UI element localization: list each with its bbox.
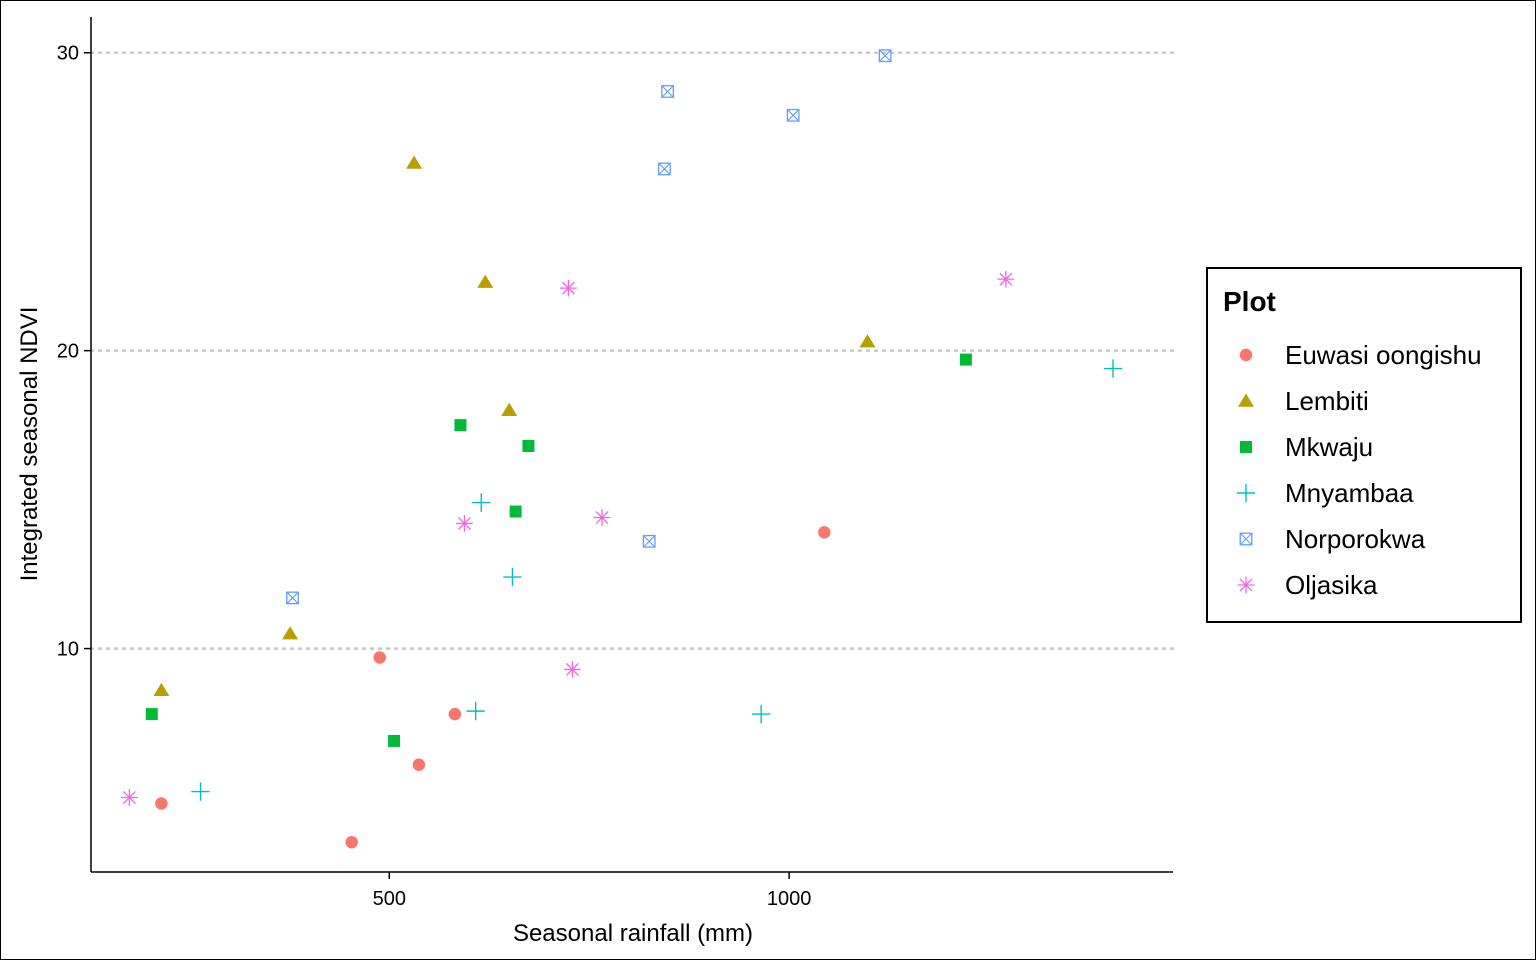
data-point [642, 534, 656, 548]
legend-label: Norporokwa [1285, 524, 1426, 554]
box [661, 85, 674, 98]
box [786, 108, 800, 122]
data-point [859, 334, 876, 348]
box [1239, 532, 1253, 546]
ast-d2 [1239, 578, 1253, 592]
data-point [406, 155, 423, 169]
ast-d2 [565, 662, 579, 676]
axes: 10 20 30 500 1000 [57, 17, 1173, 910]
grid-lines [89, 51, 1175, 650]
legend-label: Lembiti [1285, 386, 1369, 416]
legend-item: Euwasi oongishu [1239, 340, 1482, 370]
data-point [593, 509, 611, 526]
data-point [345, 835, 358, 849]
box [657, 162, 671, 176]
legend-label: Mkwaju [1285, 432, 1373, 462]
ast-d2 [999, 272, 1013, 286]
data-point [878, 49, 892, 63]
data-point [373, 651, 386, 664]
data-point [661, 85, 674, 98]
series-mnyambaa [191, 359, 1123, 801]
ast-d2 [457, 516, 471, 530]
data-point [522, 439, 535, 452]
data-point [466, 701, 485, 721]
legend-item: Mnyambaa [1236, 478, 1414, 508]
ast-d2 [595, 510, 609, 524]
legend-label: Mnyambaa [1285, 478, 1414, 508]
data-point [786, 108, 800, 122]
x-tick-label: 1000 [767, 888, 812, 910]
box [878, 49, 892, 63]
data-point [388, 734, 401, 747]
legend-key [1239, 532, 1253, 546]
y-tick-label: 20 [57, 341, 79, 363]
y-axis-label: Integrated seasonal NDVI [16, 307, 43, 582]
series-norporokwa [286, 49, 892, 605]
legend-item: Lembiti [1238, 386, 1369, 416]
data-point [286, 591, 299, 605]
legend-key [1239, 348, 1253, 362]
data-point [155, 797, 168, 810]
y-tick-label: 30 [57, 43, 79, 65]
data-point [560, 279, 577, 297]
data-point [448, 707, 462, 721]
x-axis-label: Seasonal rainfall (mm) [513, 920, 753, 947]
data-point [564, 661, 581, 678]
legend-item: Norporokwa [1239, 524, 1426, 554]
ast-d2 [122, 791, 136, 805]
data-point [657, 162, 671, 176]
legend-key [1240, 441, 1252, 453]
legend-key [1237, 576, 1255, 594]
diag-2 [286, 591, 299, 605]
data-point [412, 758, 426, 771]
data-point [456, 515, 473, 532]
data-point [959, 353, 972, 366]
legend-item: Mkwaju [1240, 432, 1373, 462]
y-tick-label: 10 [57, 639, 79, 661]
legend-items: Euwasi oongishu Lembiti Mkwaju Mnyambaa Norp… [1236, 340, 1482, 600]
data-point [997, 270, 1015, 288]
data-point [191, 782, 210, 801]
legend-box [1206, 267, 1522, 623]
box [286, 591, 299, 605]
data-point [472, 493, 491, 512]
data-point [282, 626, 299, 640]
data-point [1103, 359, 1123, 378]
diag-2 [878, 49, 892, 62]
data-point [477, 274, 494, 288]
legend-title: Plot [1223, 286, 1276, 317]
data-points [120, 49, 1123, 849]
diag-2 [1239, 532, 1253, 546]
series-mkwaju [145, 353, 972, 747]
diag-2 [661, 85, 674, 98]
series-oljasika [120, 270, 1015, 806]
ast-d2 [561, 281, 575, 295]
diag-2 [786, 109, 800, 122]
legend-key [1238, 393, 1254, 407]
data-point [454, 419, 467, 432]
data-point [145, 708, 158, 721]
data-point [751, 704, 771, 724]
data-point [503, 567, 522, 587]
series-lembiti [153, 155, 876, 696]
diag-2 [643, 535, 656, 548]
box [642, 534, 656, 548]
data-point [153, 682, 170, 696]
data-point [509, 505, 522, 518]
data-point [818, 526, 831, 539]
data-point [120, 789, 138, 806]
legend-label: Euwasi oongishu [1285, 340, 1482, 370]
legend-item: Oljasika [1237, 570, 1378, 600]
x-tick-label: 500 [373, 888, 406, 910]
diag-2 [658, 162, 671, 176]
data-point [501, 402, 518, 416]
legend-key [1236, 483, 1256, 503]
legend: Plot Euwasi oongishu Lembiti Mkwaju Mnyamba… [1206, 267, 1522, 623]
series-euwasi-oongishu [155, 526, 831, 849]
legend-label: Oljasika [1285, 570, 1378, 600]
